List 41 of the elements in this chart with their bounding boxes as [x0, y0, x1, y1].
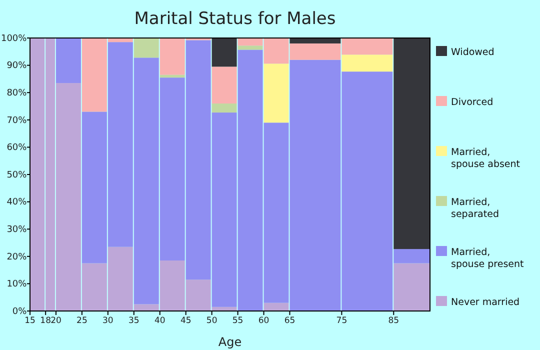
bar [212, 66, 237, 104]
bar [160, 74, 185, 78]
y-tick-label: 50% [6, 170, 28, 180]
y-tick-label: 90% [6, 61, 28, 72]
legend-label: Divorced [451, 97, 494, 108]
legend-label: Married, spouse present [451, 247, 524, 270]
bar [56, 38, 81, 84]
y-tick-label: 60% [6, 143, 28, 154]
y-tick-label: 80% [6, 88, 28, 98]
legend-label: Married, separated [451, 197, 499, 220]
y-tick-label: 40% [6, 198, 28, 208]
legend-label: Married, spouse absent [451, 147, 520, 170]
x-tick-label: 40 [154, 316, 166, 326]
x-tick-label: 55 [232, 316, 244, 326]
x-tick-label: 45 [180, 316, 192, 326]
bar [134, 38, 159, 58]
y-tick-label: 10% [6, 280, 28, 290]
x-tick-label: 30 [102, 316, 114, 326]
x-axis-title: Age [218, 335, 242, 349]
x-tick-label: 35 [128, 316, 140, 326]
bar [212, 104, 237, 113]
chart-title: Marital Status for Males [134, 9, 336, 29]
bar [264, 302, 289, 311]
bar [238, 46, 263, 50]
y-tick-label: 70% [6, 116, 28, 126]
y-tick-label: 30% [6, 224, 28, 235]
x-tick-label: 20 [50, 316, 62, 326]
x-tick-label: 65 [284, 316, 296, 326]
x-tick-label: 85 [388, 316, 400, 326]
x-tick-label: 15 [24, 316, 36, 326]
y-tick-label: 100% [0, 34, 28, 44]
x-tick-label: 75 [336, 316, 348, 326]
y-tick-label: 20% [6, 252, 28, 262]
legend-label: Never married [451, 297, 520, 308]
y-tick-label: 0% [12, 306, 28, 317]
x-tick-label: 60 [258, 316, 270, 326]
legend-label: Widowed [451, 47, 494, 58]
bar [394, 38, 430, 250]
x-tick-label: 18 [40, 316, 51, 326]
x-tick-label: 50 [206, 316, 218, 326]
x-tick-label: 25 [76, 316, 88, 326]
